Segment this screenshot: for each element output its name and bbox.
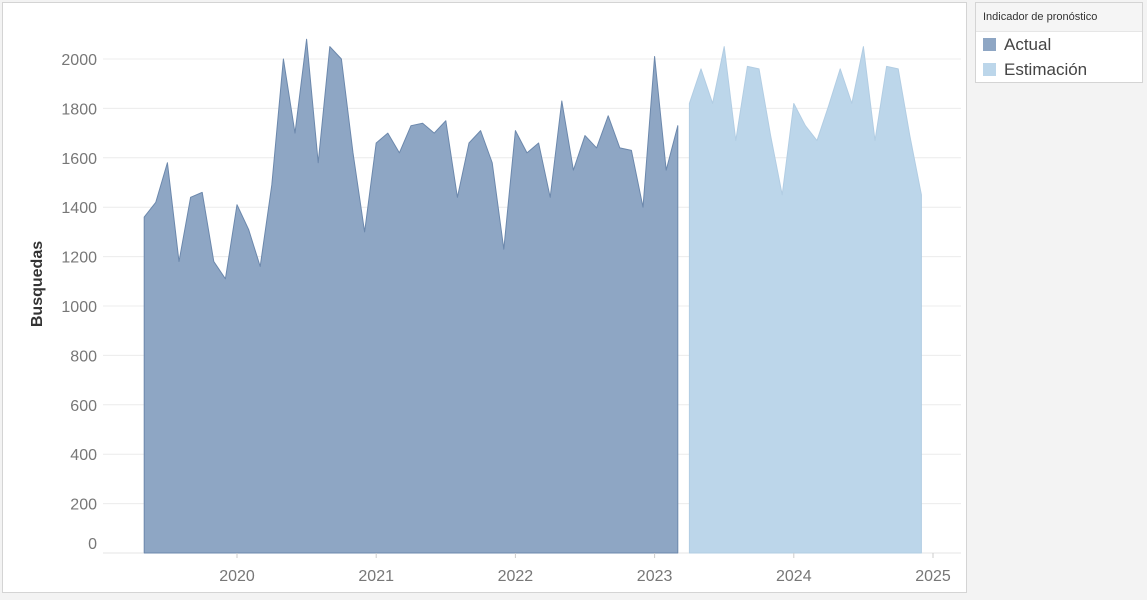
y-tick-label-600: 600 [70, 398, 97, 415]
y-tick-label-1400: 1400 [61, 200, 97, 217]
legend-label-estimacion: Estimación [1004, 59, 1088, 79]
area-actual [143, 38, 679, 554]
area-estimacin [688, 46, 922, 554]
legend-swatch-actual [983, 38, 996, 51]
area-chart: 0 200 400 600 800 1000 1200 1400 1600 1800 2000 20… [29, 38, 961, 585]
x-tick-label-2022: 2022 [498, 568, 534, 585]
y-tick-label-0: 0 [88, 536, 97, 553]
y-axis-ticks: 0 200 400 600 800 1000 1200 1400 1600 1800 2000 [61, 52, 97, 553]
y-tick-label-2000: 2000 [61, 52, 97, 69]
x-axis-ticks: 2020 2021 2022 2023 2024 2025 [219, 553, 951, 585]
y-tick-label-800: 800 [70, 348, 97, 365]
y-tick-label-200: 200 [70, 497, 97, 514]
legend-label-actual: Actual [1004, 34, 1052, 54]
y-tick-label-1800: 1800 [61, 101, 97, 118]
legend-swatch-estimacion [983, 63, 996, 76]
x-tick-label-2024: 2024 [776, 568, 812, 585]
legend: Indicador de pronóstico Actual Estimació… [975, 2, 1143, 83]
legend-item-estimacion[interactable]: Estimación [976, 57, 1142, 82]
x-tick-label-2020: 2020 [219, 568, 255, 585]
x-tick-label-2023: 2023 [637, 568, 673, 585]
x-tick-label-2021: 2021 [358, 568, 394, 585]
y-tick-label-400: 400 [70, 447, 97, 464]
series-areas [143, 38, 922, 554]
y-tick-label-1000: 1000 [61, 299, 97, 316]
y-tick-label-1200: 1200 [61, 250, 97, 267]
legend-item-actual[interactable]: Actual [976, 32, 1142, 57]
y-axis-title: Busquedas [29, 241, 46, 327]
chart-panel: 0 200 400 600 800 1000 1200 1400 1600 1800 2000 20… [2, 2, 967, 593]
y-tick-label-1600: 1600 [61, 151, 97, 168]
x-tick-label-2025: 2025 [915, 568, 951, 585]
legend-title: Indicador de pronóstico [976, 3, 1142, 32]
